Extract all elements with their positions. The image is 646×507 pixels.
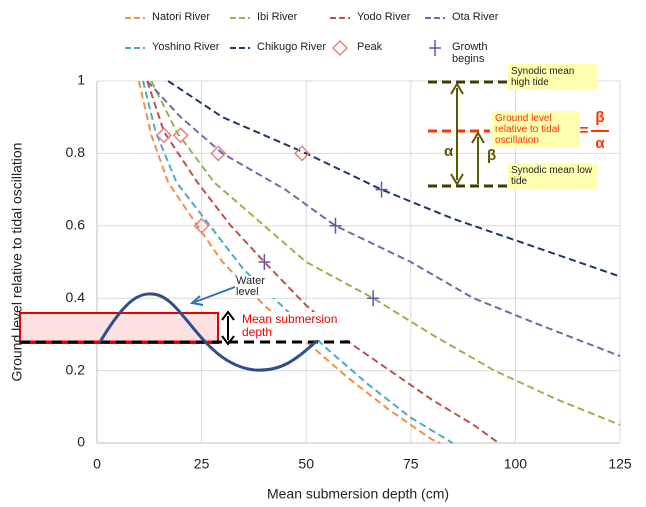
alpha-label: α xyxy=(444,143,454,160)
growth-marker xyxy=(258,254,271,270)
y-tick-label: 0 xyxy=(77,434,85,450)
depth-arrow-heads xyxy=(221,310,235,346)
legend-label: Ibi River xyxy=(257,11,298,23)
y-tick-label: 0.8 xyxy=(66,144,86,160)
legend-label: Ota River xyxy=(452,11,499,23)
x-axis-title: Mean submersion depth (cm) xyxy=(267,486,449,502)
legend-label: Growth begins xyxy=(452,41,488,65)
peak-marker xyxy=(210,145,227,162)
equals: = xyxy=(580,122,589,139)
legend-label: Chikugo River xyxy=(257,41,327,53)
x-tick-label: 0 xyxy=(93,456,101,472)
ratio-numerator: β xyxy=(595,109,604,126)
legend-label: Peak xyxy=(357,41,383,53)
growth-marker xyxy=(375,181,388,198)
beta-label: β xyxy=(487,147,496,164)
y-tick-label: 0.4 xyxy=(66,289,86,305)
low-tide-label: Synodic mean low tide xyxy=(508,163,598,189)
plot: 0 0.2 0.4 0.6 0.8 1 0 25 50 75 100 125 xyxy=(66,72,632,472)
water-illustration xyxy=(19,286,350,372)
legend-swatch xyxy=(331,39,349,57)
y-tick-label: 0.2 xyxy=(66,361,86,377)
water-level-label: Water level xyxy=(236,276,276,298)
ratio-denominator: α xyxy=(595,135,605,152)
peak-marker xyxy=(155,127,173,144)
water-arrow-head xyxy=(189,295,204,306)
peak-marker xyxy=(172,127,189,144)
peak-marker xyxy=(293,145,311,162)
series-line xyxy=(142,80,454,444)
x-tick-label: 100 xyxy=(504,456,528,472)
growth-marker xyxy=(329,217,342,234)
x-tick-label: 50 xyxy=(298,456,314,472)
water-curve xyxy=(98,292,319,372)
y-tick-label: 1 xyxy=(77,72,85,88)
x-tick-label: 75 xyxy=(403,456,419,472)
peak-marker xyxy=(193,217,210,234)
series-line xyxy=(150,80,621,426)
y-tick-label: 0.6 xyxy=(66,217,86,233)
depth-label: Mean submersion depth xyxy=(240,312,359,340)
legend-label: Natori River xyxy=(152,11,211,23)
y-axis-title: Ground level relative to tidal oscillati… xyxy=(9,143,25,382)
high-tide-label: Synodic mean high tide xyxy=(508,64,598,90)
legend-swatch xyxy=(429,40,441,56)
tide-diagram: α β = β α xyxy=(428,80,609,188)
x-tick-label: 25 xyxy=(194,456,210,472)
beta-arrow-head xyxy=(471,131,485,144)
ground-level-label: Ground level relative to tidal oscillati… xyxy=(492,111,580,148)
growth-marker xyxy=(367,290,380,307)
series-line xyxy=(146,80,621,358)
legend-label: Yodo River xyxy=(357,11,411,23)
x-tick-label: 125 xyxy=(608,456,632,472)
series-line xyxy=(137,80,441,444)
water-arrow xyxy=(194,286,236,303)
series-line xyxy=(146,80,500,444)
submersion-box xyxy=(19,312,219,344)
alpha-arrow-heads xyxy=(450,82,464,186)
legend-label: Yoshino River xyxy=(152,41,220,53)
